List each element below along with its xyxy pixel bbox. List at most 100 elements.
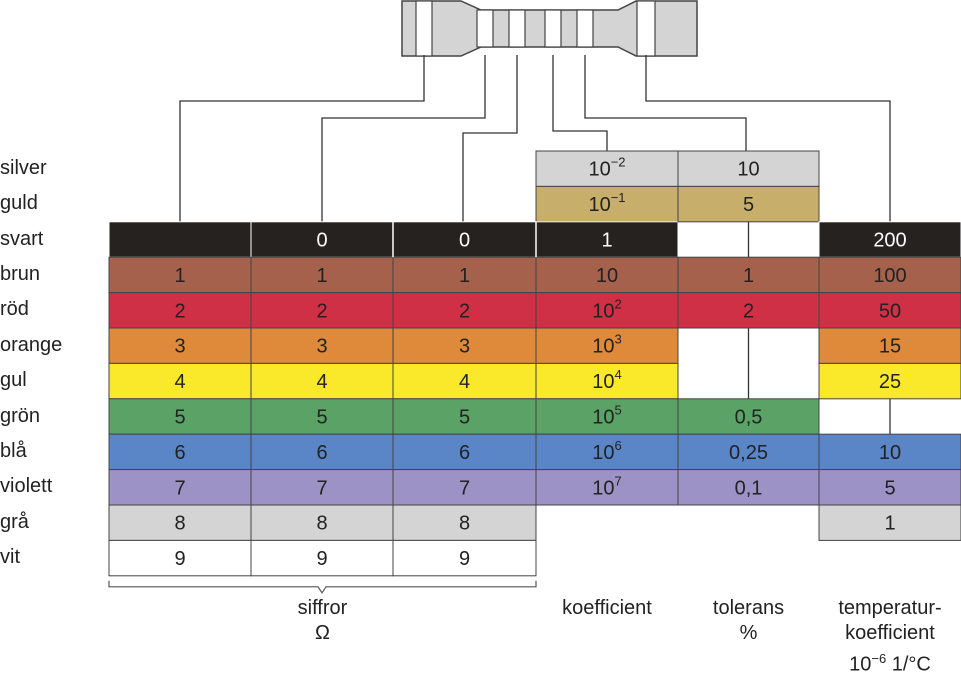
cell-value: 4 [174, 371, 185, 393]
cell-multiplier-guld: 10−1 [535, 185, 679, 223]
cell-digit-3-orange: 3 [392, 327, 537, 364]
cell-fill [250, 362, 394, 400]
cell-fill [535, 362, 679, 400]
cell-tolerance-blå: 0,25 [677, 433, 820, 471]
color-name-guld: guld [0, 192, 38, 215]
cell-fill [392, 256, 537, 294]
tempco-label-line2: koefficient [845, 622, 935, 644]
cell-fill [818, 433, 961, 471]
cell-multiplier-gul: 104 [535, 362, 679, 400]
cell-digit-1-röd: 2 [108, 292, 252, 329]
cell-value: 8 [174, 513, 185, 535]
cell-value: 5 [316, 407, 327, 429]
cell-value: 0,1 [735, 477, 763, 499]
coefficient-caption: koefficient [536, 596, 678, 621]
color-name-vit: vit [0, 546, 20, 569]
cell-multiplier-silver: 10−2 [535, 150, 679, 187]
cell-fill [108, 256, 252, 294]
cell-fill [818, 327, 961, 364]
cell-value: 10−1 [588, 190, 625, 216]
cell-digit-1-grå: 8 [108, 504, 252, 541]
cell-value: 6 [459, 442, 470, 464]
cell-digit-3-röd: 2 [392, 292, 537, 329]
leader-line-2 [321, 55, 486, 222]
tempco-unit-base: 10 [849, 653, 872, 676]
cell-value: 10 [737, 159, 759, 181]
coefficient-label: koefficient [562, 597, 652, 619]
cell-tolerance-guld: 5 [677, 185, 820, 223]
cell-value: 8 [459, 513, 470, 535]
cell-fill [392, 469, 537, 506]
resistor-band-4 [544, 9, 562, 48]
cell-value: 1 [743, 265, 754, 287]
cell-digit-2-svart: 0 [250, 221, 394, 258]
color-name-gul: gul [0, 369, 27, 392]
cell-tempco-svart: 200 [818, 221, 961, 258]
cell-digit-1-gul: 4 [108, 362, 252, 400]
cell-value: 3 [459, 336, 470, 358]
cell-value: 8 [316, 513, 327, 535]
cell-digit-1-brun: 1 [108, 256, 252, 294]
cell-value: 5 [174, 407, 185, 429]
cell-value: 7 [459, 477, 470, 499]
cell-fill [535, 256, 679, 294]
cell-value: 25 [879, 371, 901, 393]
cell-fill [108, 539, 252, 577]
cell-digit-1-svart [108, 221, 252, 258]
resistor-band-1 [415, 0, 433, 57]
cell-tempco-blå: 10 [818, 433, 961, 471]
cell-value: 10 [596, 265, 618, 287]
cell-value: 106 [592, 438, 621, 464]
cell-fill [535, 469, 679, 506]
resistor-band-2 [476, 9, 494, 48]
cell-digit-1-grön: 5 [108, 398, 252, 435]
color-name-svart: svart [0, 227, 44, 250]
digits-caption: siffror Ω [250, 596, 395, 646]
cell-fill [677, 469, 820, 506]
cell-value: 2 [174, 300, 185, 322]
cell-digit-3-blå: 6 [392, 433, 537, 471]
cell-value: 200 [873, 230, 906, 252]
cell-tempco-röd: 50 [818, 292, 961, 329]
cell-value: 2 [316, 300, 327, 322]
cell-value: 50 [879, 300, 901, 322]
cell-value: 10−2 [588, 155, 625, 181]
brace-line [108, 580, 537, 594]
cell-value: 104 [592, 367, 621, 393]
cell-tempco-gul: 25 [818, 362, 961, 400]
tempco-unit-exponent: −6 [871, 651, 887, 666]
cell-fill [818, 292, 961, 329]
tolerance-unit: % [739, 622, 758, 644]
cell-fill [392, 504, 537, 541]
cell-digit-2-vit: 9 [250, 539, 394, 577]
digits-unit: Ω [315, 622, 330, 644]
cell-digit-3-gul: 4 [392, 362, 537, 400]
color-name-silver: silver [0, 156, 47, 179]
cell-fill [535, 398, 679, 435]
cell-value: 4 [459, 371, 470, 393]
cell-fill [677, 256, 820, 294]
cell-fill [250, 433, 394, 471]
resistor-band-6 [636, 0, 656, 57]
cell-fill [250, 398, 394, 435]
tempco-unit: 10−6 1/°C [819, 646, 961, 678]
cell-digit-2-gul: 4 [250, 362, 394, 400]
cell-digit-2-brun: 1 [250, 256, 394, 294]
cell-value: 5 [459, 407, 470, 429]
cell-value: 0 [459, 230, 470, 252]
tolerance-label: tolerans [712, 597, 785, 619]
cell-fill [677, 185, 820, 223]
cell-multiplier-violett: 107 [535, 469, 679, 506]
cell-fill [535, 292, 679, 329]
cell-digit-3-vit: 9 [392, 539, 537, 577]
cell-fill [108, 221, 252, 258]
resistor-body [401, 0, 698, 57]
cell-value: 3 [174, 336, 185, 358]
resistor-band-5 [576, 9, 594, 48]
cell-tempco-grå: 1 [818, 504, 961, 541]
color-name-grön: grön [0, 404, 41, 427]
cell-fill [535, 327, 679, 364]
color-code-table: 1234567890123456789012345678910−210−1110… [108, 150, 961, 577]
band-leader-lines [179, 55, 891, 435]
cell-multiplier-orange: 103 [535, 327, 679, 364]
